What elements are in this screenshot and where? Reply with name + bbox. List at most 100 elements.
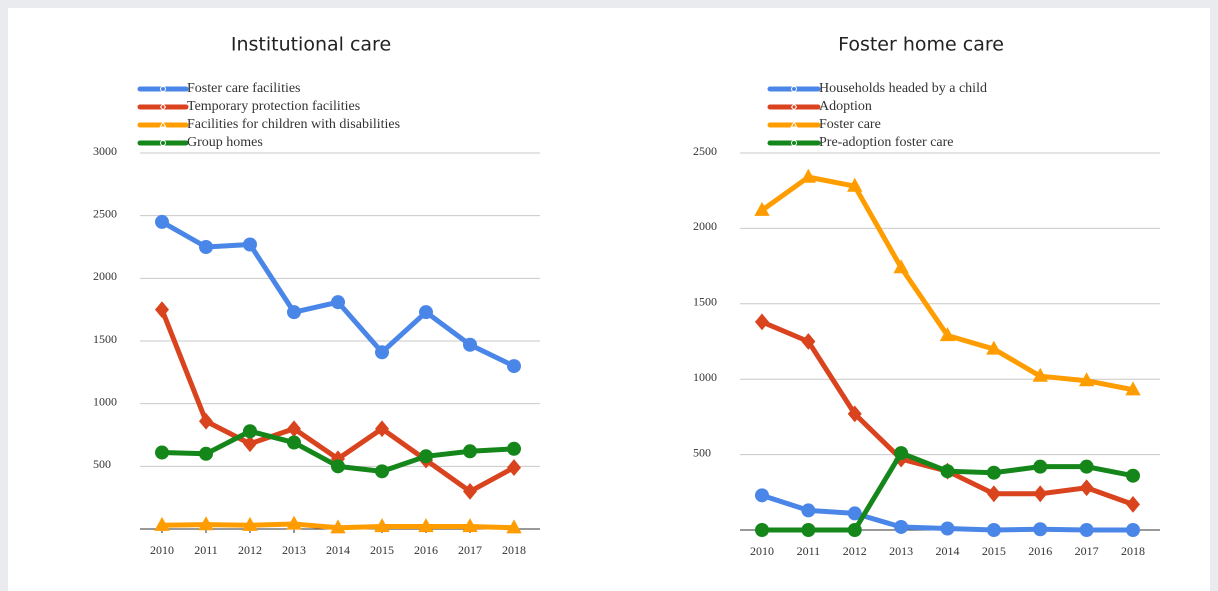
chart-title: Foster home care [838, 34, 1004, 56]
x-tick-label: 2015 [982, 544, 1006, 558]
point [331, 459, 345, 474]
point [940, 521, 955, 536]
point [847, 405, 862, 423]
point [199, 446, 213, 461]
point [155, 301, 169, 319]
legend-marker [791, 140, 797, 146]
point [375, 420, 389, 438]
point [199, 240, 213, 254]
point [940, 464, 955, 479]
point [1126, 468, 1140, 483]
point [986, 523, 1001, 537]
point [801, 523, 816, 537]
x-tick-label: 2017 [458, 543, 482, 557]
point [242, 516, 258, 531]
point [506, 519, 522, 534]
x-tick-label: 2013 [282, 543, 306, 557]
y-tick-label: 2500 [693, 144, 717, 158]
y-tick-label: 1500 [93, 332, 117, 346]
point [847, 177, 863, 192]
legend-label: Group homes [187, 135, 263, 150]
point [507, 441, 521, 456]
point [243, 424, 257, 439]
point [287, 305, 301, 320]
point [419, 449, 433, 464]
point [755, 523, 769, 537]
y-tick-label: 1000 [93, 394, 117, 408]
y-tick-label: 2000 [693, 219, 717, 233]
point [287, 420, 301, 438]
point [1033, 459, 1048, 474]
x-tick-label: 2011 [797, 544, 821, 558]
point [893, 259, 909, 274]
point [800, 168, 817, 183]
point [286, 515, 302, 530]
point [1079, 479, 1094, 497]
x-tick-label: 2017 [1075, 544, 1099, 558]
x-tick-label: 2014 [326, 543, 350, 557]
legend-label: Facilities for children with disabilitie… [187, 117, 400, 132]
x-tick-label: 2010 [750, 544, 774, 558]
x-tick-label: 2018 [502, 543, 526, 557]
point [755, 313, 769, 331]
legend-label: Foster care facilities [187, 81, 301, 96]
legend-marker [160, 140, 166, 146]
point [419, 305, 433, 320]
point [847, 506, 862, 521]
point [1033, 485, 1048, 503]
point [463, 483, 477, 500]
point [155, 214, 169, 229]
x-tick-label: 2016 [414, 543, 438, 557]
point [1125, 381, 1141, 396]
point [507, 359, 521, 374]
point [894, 519, 909, 534]
point [1078, 372, 1095, 387]
x-tick-label: 2018 [1121, 544, 1145, 558]
point [1079, 523, 1094, 537]
point [986, 340, 1002, 355]
point [375, 464, 389, 479]
y-tick-label: 500 [693, 445, 711, 459]
y-tick-label: 1000 [693, 370, 717, 384]
y-tick-label: 2000 [93, 269, 117, 283]
point [330, 519, 346, 534]
x-tick-label: 2013 [889, 544, 913, 558]
legend-label: Adoption [819, 99, 872, 114]
point [986, 485, 1001, 503]
y-tick-label: 3000 [93, 144, 117, 158]
y-tick-label: 1500 [693, 295, 717, 309]
point [374, 518, 390, 533]
legend-marker [790, 120, 798, 128]
x-tick-label: 2014 [936, 544, 960, 558]
point [155, 445, 169, 460]
point [754, 201, 770, 216]
point [801, 333, 816, 350]
legend-marker [159, 120, 167, 128]
legend-label: Foster care [819, 117, 881, 132]
point [375, 345, 389, 360]
x-tick-label: 2016 [1028, 544, 1052, 558]
legend-marker [791, 86, 797, 92]
y-tick-label: 2500 [93, 206, 117, 220]
x-tick-label: 2012 [238, 543, 262, 557]
point [463, 337, 477, 352]
point [894, 446, 909, 461]
y-tick-label: 500 [93, 457, 111, 471]
x-tick-label: 2015 [370, 543, 394, 557]
point [507, 459, 521, 476]
point [463, 444, 477, 459]
point [287, 435, 301, 450]
point [331, 295, 345, 310]
point [198, 516, 214, 531]
x-tick-label: 2010 [150, 543, 174, 557]
x-tick-label: 2012 [843, 544, 867, 558]
point [199, 412, 213, 430]
legend-marker [790, 103, 798, 111]
point [243, 237, 257, 252]
x-tick-label: 2011 [194, 543, 218, 557]
legend-label: Households headed by a child [819, 81, 987, 96]
point [1126, 523, 1140, 537]
chart-title: Institutional care [231, 34, 391, 56]
point [1032, 367, 1048, 382]
